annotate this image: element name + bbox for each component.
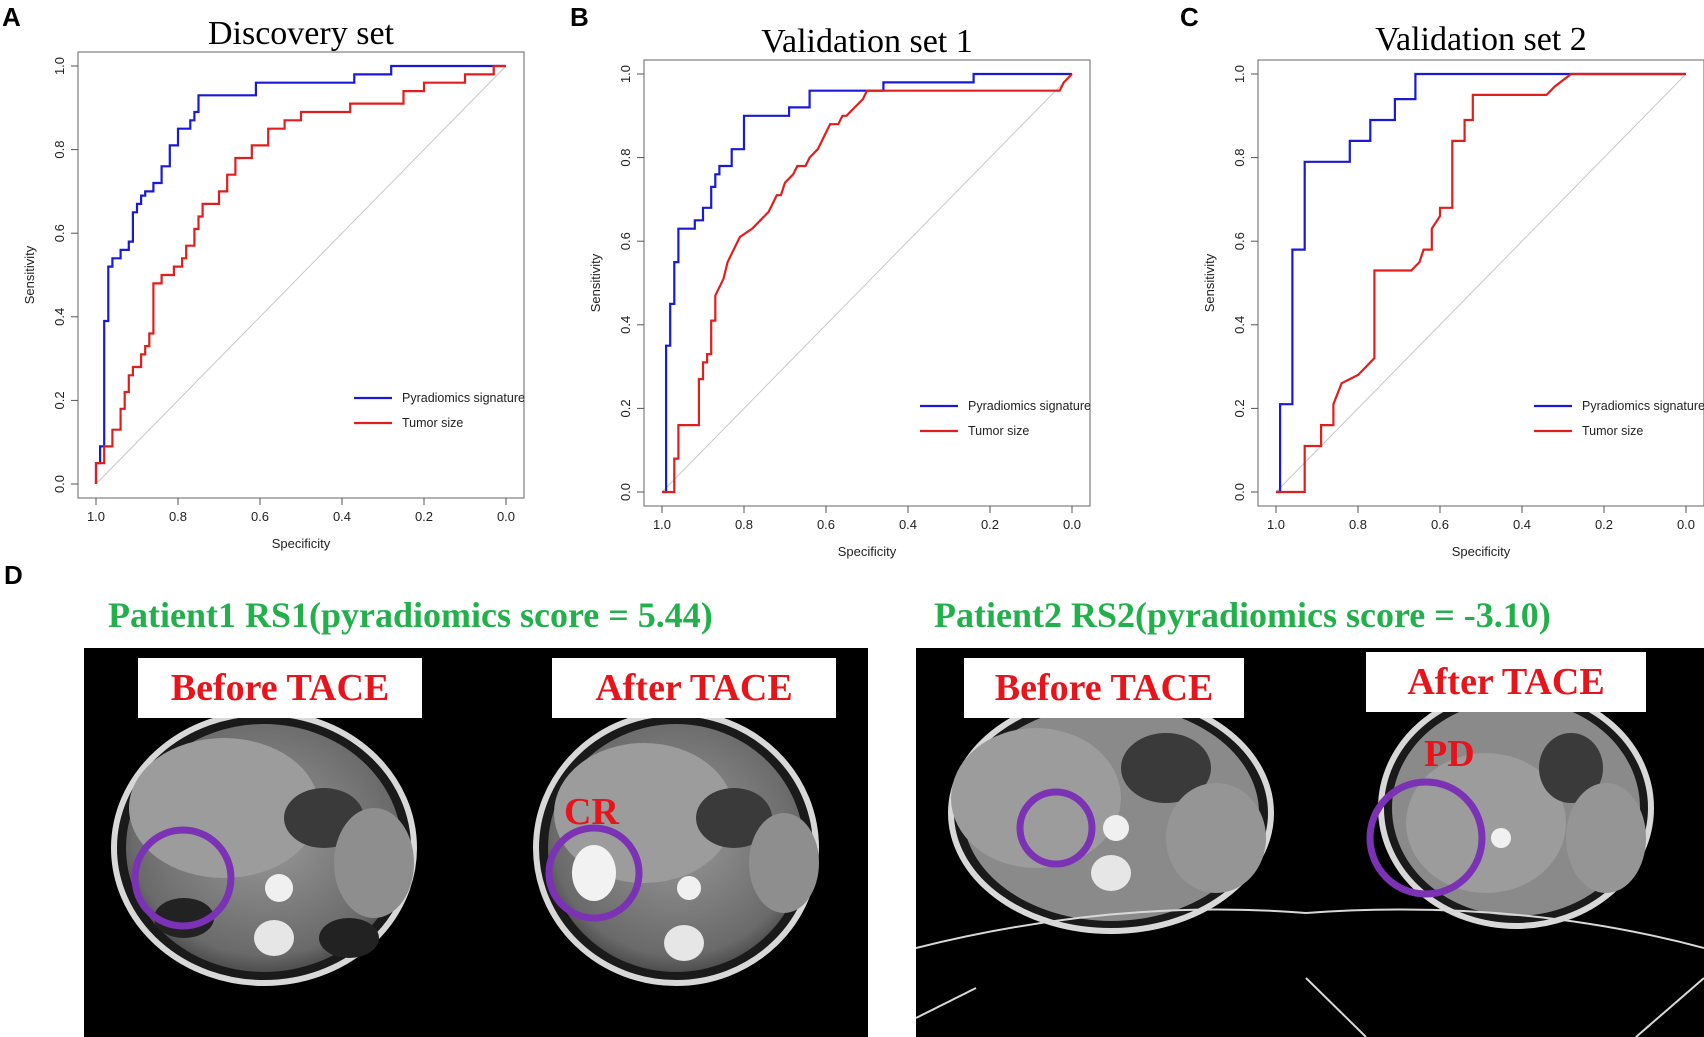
y-tick-label: 0.6 xyxy=(618,232,633,250)
y-tick-label: 1.0 xyxy=(52,57,67,75)
legend-label: Tumor size xyxy=(968,424,1029,438)
response-cr: CR xyxy=(564,791,619,833)
legend-label: Pyradiomics signature xyxy=(402,391,525,405)
panel-letter-b: B xyxy=(570,2,589,32)
x-axis-label: Specificity xyxy=(838,544,897,559)
x-tick-label: 0.4 xyxy=(899,517,917,532)
y-tick-label: 0.0 xyxy=(1232,483,1247,501)
x-tick-label: 0.0 xyxy=(1063,517,1081,532)
roc-curve-pyradiomics xyxy=(662,72,1072,494)
patient2-after-label: After TACE xyxy=(1366,652,1646,712)
chart-title: Discovery set xyxy=(208,15,395,52)
reference-diagonal xyxy=(1275,73,1687,493)
legend-label: Pyradiomics signature xyxy=(968,399,1091,413)
panel-letter-d: D xyxy=(4,560,23,590)
y-tick-label: 0.8 xyxy=(618,149,633,167)
legend-label: Pyradiomics signature xyxy=(1582,399,1704,413)
plot-frame xyxy=(1257,59,1704,507)
y-axis-label: Sensitivity xyxy=(1202,253,1217,312)
reference-diagonal xyxy=(95,65,507,485)
y-tick-label: 0.4 xyxy=(52,308,67,326)
y-tick-label: 0.8 xyxy=(52,141,67,159)
panel-letter-c: C xyxy=(1180,2,1199,32)
x-tick-label: 0.2 xyxy=(415,509,433,524)
response-pd: PD xyxy=(1424,733,1475,775)
roc-curve-pyradiomics xyxy=(1276,72,1686,494)
x-tick-label: 1.0 xyxy=(1267,517,1285,532)
y-tick-label: 0.4 xyxy=(618,316,633,334)
y-tick-label: 0.6 xyxy=(52,224,67,242)
y-axis-label: Sensitivity xyxy=(588,253,603,312)
y-tick-label: 0.2 xyxy=(618,399,633,417)
x-axis-label: Specificity xyxy=(1452,544,1511,559)
patient2-title: Patient2 RS2(pyradiomics score = -3.10) xyxy=(934,595,1551,635)
x-tick-label: 0.8 xyxy=(169,509,187,524)
y-tick-label: 1.0 xyxy=(618,65,633,83)
patient1-after-label: After TACE xyxy=(552,658,836,718)
roc-charts: A Discovery set 1.0 0.8 0.6 0.4 0.2 0.0 0.0 0.2 0.… xyxy=(2,2,1704,559)
plot-frame xyxy=(77,51,525,499)
x-tick-label: 1.0 xyxy=(87,509,105,524)
y-tick-label: 0.0 xyxy=(618,483,633,501)
patient1-title: Patient1 RS1(pyradiomics score = 5.44) xyxy=(108,595,713,635)
panel-letter-a: A xyxy=(2,2,21,32)
y-tick-label: 0.8 xyxy=(1232,149,1247,167)
chart-title: Validation set 1 xyxy=(761,23,973,60)
roc-curve-pyradiomics xyxy=(94,64,506,484)
chart-title: Validation set 2 xyxy=(1375,21,1587,58)
patient1-ct-image xyxy=(111,710,819,986)
patient2-ct-image xyxy=(916,687,1704,1037)
x-tick-label: 0.2 xyxy=(1595,517,1613,532)
x-tick-label: 0.0 xyxy=(497,509,515,524)
patient1-before-label: Before TACE xyxy=(138,658,422,718)
y-axis-label: Sensitivity xyxy=(22,245,37,304)
patient2-before-label: Before TACE xyxy=(964,658,1244,718)
patient1-ct-scans: Before TACE After TACE CR xyxy=(84,648,868,1037)
x-tick-label: 0.8 xyxy=(1349,517,1367,532)
x-tick-label: 0.6 xyxy=(817,517,835,532)
y-tick-label: 0.2 xyxy=(52,391,67,409)
y-tick-label: 0.6 xyxy=(1232,232,1247,250)
roc-curve-tumor-size xyxy=(94,64,506,484)
x-tick-label: 0.4 xyxy=(333,509,351,524)
y-tick-label: 0.2 xyxy=(1232,399,1247,417)
y-tick-label: 1.0 xyxy=(1232,65,1247,83)
reference-diagonal xyxy=(661,73,1073,493)
x-tick-label: 0.0 xyxy=(1677,517,1695,532)
roc-curve-tumor-size xyxy=(662,73,1073,494)
y-tick-label: 0.0 xyxy=(52,475,67,493)
x-tick-label: 0.8 xyxy=(735,517,753,532)
x-tick-label: 0.4 xyxy=(1513,517,1531,532)
legend-label: Tumor size xyxy=(402,416,463,430)
legend-label: Tumor size xyxy=(1582,424,1643,438)
x-tick-label: 0.6 xyxy=(251,509,269,524)
y-tick-label: 0.4 xyxy=(1232,316,1247,334)
x-tick-label: 1.0 xyxy=(653,517,671,532)
patient2-ct-scans: Before TACE After TACE PD xyxy=(916,648,1704,1037)
plot-frame xyxy=(643,59,1091,507)
x-axis-label: Specificity xyxy=(272,536,331,551)
x-tick-label: 0.6 xyxy=(1431,517,1449,532)
x-tick-label: 0.2 xyxy=(981,517,999,532)
roc-curve-tumor-size xyxy=(1276,72,1686,494)
